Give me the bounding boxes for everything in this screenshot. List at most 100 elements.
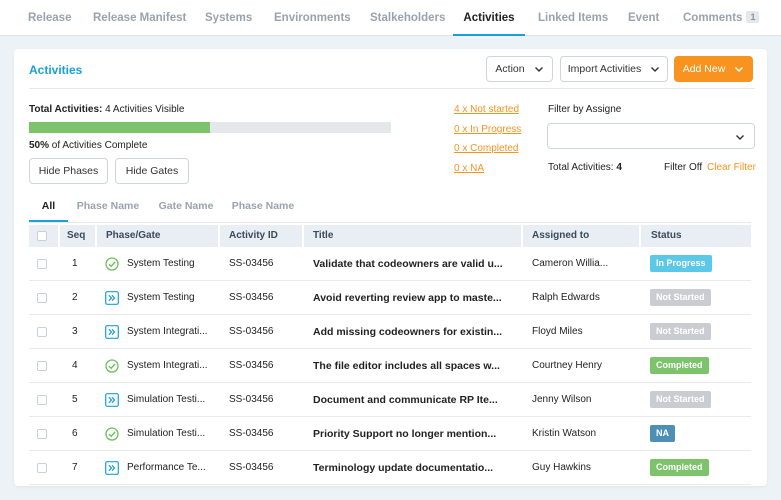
- subtab-phase-name[interactable]: Phase Name: [76, 200, 140, 212]
- row-seq: 7: [72, 462, 78, 473]
- status-badge: In Progress: [650, 255, 712, 272]
- double-chevron-icon: [105, 291, 119, 305]
- row-title[interactable]: Validate that codeowners are valid u...: [313, 258, 503, 270]
- tab-systems[interactable]: Systems: [205, 0, 252, 36]
- hide-gates-label: Hide Gates: [125, 165, 179, 177]
- table-row[interactable]: 2 System Testing SS-03456 Avoid revertin…: [29, 281, 751, 315]
- progress-bar: [29, 122, 391, 133]
- action-label: Action: [495, 63, 525, 75]
- table-row[interactable]: 7 Performance Te... SS-03456 Terminology…: [29, 451, 751, 485]
- tab-label: Comments: [683, 12, 743, 24]
- row-title[interactable]: Document and communicate RP Ite...: [313, 394, 498, 406]
- row-title[interactable]: Terminology update documentatio...: [313, 462, 494, 474]
- tab-linked-items[interactable]: Linked Items: [538, 0, 608, 36]
- check-circle-icon: [105, 359, 119, 373]
- row-checkbox[interactable]: [37, 259, 47, 269]
- header-assigned-to[interactable]: Assigned to: [532, 230, 590, 241]
- header-separator: [639, 225, 641, 247]
- tab-stakeholders[interactable]: Stalkeholders: [370, 0, 445, 36]
- status-badge: NA: [650, 425, 675, 442]
- stat-not-started-link[interactable]: 4 x Not started: [454, 104, 520, 115]
- subtab-all[interactable]: All: [29, 192, 68, 222]
- row-assigned-to: Courtney Henry: [532, 360, 603, 371]
- table-row[interactable]: 6 Simulation Testi... SS-03456 Priority …: [29, 417, 751, 451]
- row-activity-id: SS-03456: [229, 462, 274, 473]
- clear-filter-link[interactable]: Clear Filter: [707, 162, 756, 173]
- header-title[interactable]: Title: [313, 230, 334, 241]
- subtab-gate-name[interactable]: Gate Name: [158, 200, 214, 212]
- tab-environments[interactable]: Environments: [274, 0, 351, 36]
- row-checkbox[interactable]: [37, 361, 47, 371]
- row-phase: System Testing: [127, 258, 195, 269]
- import-activities-button[interactable]: Import Activities: [560, 56, 668, 82]
- check-circle-icon: [105, 257, 119, 271]
- header-seq[interactable]: Seq: [67, 230, 86, 241]
- stat-in-progress-link[interactable]: 0 x In Progress: [454, 124, 522, 135]
- row-activity-id: SS-03456: [229, 258, 274, 269]
- row-seq: 2: [72, 292, 78, 303]
- hide-phases-label: Hide Phases: [38, 165, 99, 177]
- row-checkbox[interactable]: [37, 395, 47, 405]
- row-title[interactable]: The file editor includes all spaces w...: [313, 360, 500, 372]
- row-seq: 1: [72, 258, 78, 269]
- row-phase: Simulation Testi...: [127, 428, 206, 439]
- row-phase: System Testing: [127, 292, 195, 303]
- row-checkbox[interactable]: [37, 463, 47, 473]
- status-badge: Not Started: [650, 289, 711, 306]
- tab-comments[interactable]: Comments 1: [683, 0, 760, 36]
- tab-release[interactable]: Release: [28, 0, 71, 36]
- status-badge: Completed: [650, 357, 709, 374]
- total-activities-label: Total Activities:: [29, 104, 103, 115]
- tab-event[interactable]: Event: [628, 0, 659, 36]
- row-phase: Simulation Testi...: [127, 394, 206, 405]
- hide-phases-button[interactable]: Hide Phases: [29, 158, 108, 184]
- row-seq: 6: [72, 428, 78, 439]
- double-chevron-icon: [105, 393, 119, 407]
- row-checkbox[interactable]: [37, 293, 47, 303]
- table-row[interactable]: 3 System Integrati... SS-03456 Add missi…: [29, 315, 751, 349]
- tab-label: Systems: [205, 12, 253, 24]
- total-activities-line: Total Activities: 4 Activities Visible: [29, 104, 184, 115]
- action-dropdown-button[interactable]: Action: [486, 56, 553, 82]
- table-row[interactable]: 5 Simulation Testi... SS-03456 Document …: [29, 383, 751, 417]
- table-row[interactable]: 1 System Testing SS-03456 Validate that …: [29, 247, 751, 281]
- row-title[interactable]: Avoid reverting review app to maste...: [313, 292, 502, 304]
- status-badge: Not Started: [650, 323, 711, 340]
- row-assigned-to: Cameron Willia...: [532, 258, 609, 269]
- table-row[interactable]: 4 System Integrati... SS-03456 The file …: [29, 349, 751, 383]
- tab-label: Release Manifest: [93, 12, 187, 24]
- select-all-checkbox[interactable]: [37, 231, 47, 241]
- header-status[interactable]: Status: [651, 230, 682, 241]
- tab-label: Stalkeholders: [370, 12, 446, 24]
- assignee-filter-select[interactable]: [547, 123, 755, 149]
- header-separator: [521, 225, 523, 247]
- row-title[interactable]: Add missing codeowners for existin...: [313, 326, 503, 338]
- row-activity-id: SS-03456: [229, 292, 274, 303]
- header-activity-id[interactable]: Activity ID: [229, 230, 278, 241]
- row-checkbox[interactable]: [37, 327, 47, 337]
- filter-total-value: 4: [616, 162, 622, 173]
- tab-activities[interactable]: Activities: [453, 0, 525, 36]
- header-phase-gate[interactable]: Phase/Gate: [106, 230, 161, 241]
- subtab-phase-name-2[interactable]: Phase Name: [231, 200, 295, 212]
- row-title[interactable]: Priority Support no longer mention...: [313, 428, 497, 440]
- row-seq: 5: [72, 394, 78, 405]
- row-assigned-to: Jenny Wilson: [532, 394, 592, 405]
- complete-line: 50% of Activities Complete: [29, 140, 147, 151]
- stat-completed-link[interactable]: 0 x Completed: [454, 143, 519, 154]
- tab-release-manifest[interactable]: Release Manifest: [93, 0, 186, 36]
- complete-percent: 50%: [29, 140, 50, 151]
- tab-label: Activities: [463, 12, 515, 24]
- row-activity-id: SS-03456: [229, 394, 274, 405]
- add-new-button[interactable]: Add New: [674, 56, 753, 82]
- hide-gates-button[interactable]: Hide Gates: [115, 158, 189, 184]
- row-checkbox[interactable]: [37, 429, 47, 439]
- row-activity-id: SS-03456: [229, 428, 274, 439]
- progress-fill: [29, 122, 210, 133]
- import-label: Import Activities: [567, 63, 642, 75]
- filter-off-label: Filter Off: [664, 162, 703, 173]
- row-seq: 3: [72, 326, 78, 337]
- stat-na-link[interactable]: 0 x NA: [454, 163, 485, 174]
- tab-label: Release: [28, 12, 72, 24]
- header-separator: [58, 225, 60, 247]
